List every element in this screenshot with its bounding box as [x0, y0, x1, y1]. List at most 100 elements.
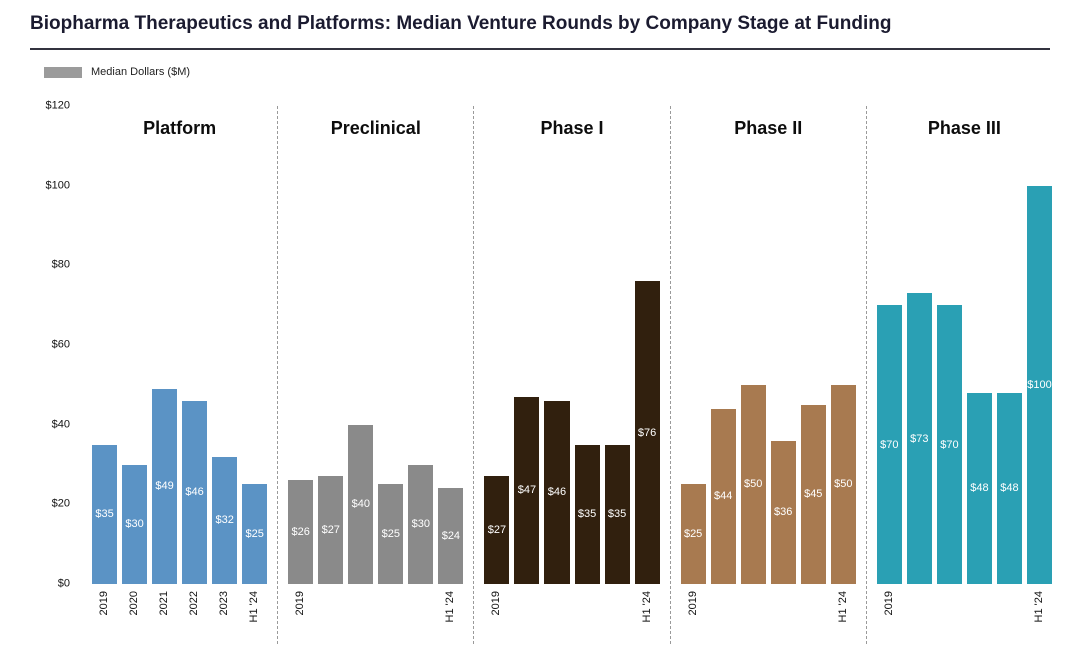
bar: $30: [408, 464, 434, 584]
x-tick: [348, 584, 373, 644]
y-tick-label: $80: [51, 258, 70, 271]
x-tick: 2019: [484, 584, 509, 644]
bar-value-label: $76: [637, 426, 657, 439]
bar-value-label: $35: [95, 508, 114, 521]
group-title: Platform: [143, 118, 217, 138]
bar-value-label: $35: [607, 508, 627, 521]
bar-value-label: $50: [744, 478, 763, 491]
group-title: Phase II: [734, 118, 803, 138]
bar: $24: [438, 488, 464, 584]
ticks-row: 2019 H1 '24: [671, 584, 866, 644]
bar-value-label: $30: [125, 518, 144, 531]
bar: $36: [770, 440, 796, 584]
y-tick-label: $100: [45, 179, 70, 192]
x-tick: [378, 584, 403, 644]
bars-row: $25 $44 $50 $36 $45 $50: [671, 106, 866, 584]
y-tick-label: $40: [51, 418, 70, 431]
chart-area: $0 $20 $40 $60 $80 $100 $120 Platform $35 $30 $49…: [30, 100, 1062, 644]
x-tick: [514, 584, 539, 644]
x-tick: [907, 584, 932, 644]
bar: $70: [876, 305, 902, 584]
bar: $70: [936, 305, 962, 584]
x-tick-label: H1 '24: [444, 591, 457, 623]
bar: $44: [710, 408, 736, 584]
x-tick: [318, 584, 343, 644]
x-tick: H1 '24: [438, 584, 463, 644]
x-tick: [771, 584, 796, 644]
x-tick: 2020: [122, 584, 147, 644]
legend: Median Dollars ($M): [44, 66, 190, 78]
bar: $49: [152, 388, 178, 584]
group-phase-i: Phase I $27 $47 $46 $35 $35 $76 2019 H1 '24: [473, 106, 669, 644]
bar-value-label: $25: [683, 528, 703, 541]
bar-value-label: $27: [321, 524, 340, 537]
bar-value-label: $48: [1000, 482, 1019, 495]
y-tick-label: $20: [51, 497, 70, 510]
bar-value-label: $46: [547, 486, 567, 499]
bar-value-label: $36: [774, 506, 793, 519]
x-tick-label: 2023: [218, 591, 231, 616]
bar: $48: [996, 392, 1022, 584]
x-tick: [967, 584, 992, 644]
bar-value-label: $25: [381, 528, 400, 541]
x-tick: 2019: [681, 584, 706, 644]
x-tick: [937, 584, 962, 644]
bar-value-label: $70: [940, 438, 959, 451]
bars-row: $70 $73 $70 $48 $48 $100: [867, 106, 1062, 584]
legend-swatch: [44, 66, 82, 78]
bar: $50: [740, 384, 766, 584]
bar-value-label: $70: [880, 438, 899, 451]
bar-value-label: $24: [441, 530, 461, 543]
x-tick: 2022: [182, 584, 207, 644]
x-tick: [711, 584, 736, 644]
x-tick-label: H1 '24: [1032, 591, 1045, 623]
bar-value-label: $25: [245, 528, 264, 541]
x-tick: [997, 584, 1022, 644]
bar: $73: [906, 293, 932, 584]
bar-value-label: $30: [411, 518, 431, 531]
bars-row: $35 $30 $49 $46 $32 $25: [82, 106, 277, 584]
bar: $25: [242, 484, 268, 584]
x-tick-label: 2019: [294, 591, 307, 616]
x-tick: H1 '24: [242, 584, 267, 644]
group-title: Phase III: [927, 118, 1001, 138]
chart-title: Biopharma Therapeutics and Platforms: Me…: [30, 13, 892, 34]
bar: $35: [604, 444, 630, 584]
plot-area: Platform $35 $30 $49 $46 $32 $25 2019 2020 2021 20…: [82, 106, 1062, 644]
bar-value-label: $40: [351, 498, 370, 511]
x-tick-label: H1 '24: [836, 591, 849, 623]
x-tick: H1 '24: [1027, 584, 1052, 644]
bar-value-label: $45: [804, 488, 823, 501]
bar: $40: [348, 424, 374, 584]
x-tick: [741, 584, 766, 644]
title-divider: [30, 48, 1050, 50]
bar: $27: [318, 476, 344, 584]
group-platform: Platform $35 $30 $49 $46 $32 $25 2019 2020 2021 20…: [82, 106, 277, 644]
bar-value-label: $48: [970, 482, 989, 495]
bar: $25: [680, 484, 706, 584]
bar: $76: [634, 281, 660, 584]
group-phase-ii: Phase II $25 $44 $50 $36 $45 $50 2019 H1 '24: [669, 106, 866, 644]
bar: $46: [544, 400, 570, 584]
x-tick-label: 2020: [128, 591, 141, 616]
bars-row: $26 $27 $40 $25 $30 $24: [278, 106, 473, 584]
bar: $48: [966, 392, 992, 584]
group-phase-iii: Phase III $70 $73 $70 $48 $48 $100 2019 H1 '24: [865, 106, 1062, 644]
bar-value-label: $46: [185, 486, 204, 499]
bar-value-label: $47: [517, 484, 537, 497]
x-tick: H1 '24: [635, 584, 660, 644]
x-tick: 2019: [92, 584, 117, 644]
group-title: Phase I: [540, 118, 604, 138]
bar: $25: [378, 484, 404, 584]
bar: $46: [182, 400, 208, 584]
bar: $45: [800, 404, 826, 584]
legend-label: Median Dollars ($M): [91, 66, 191, 78]
bar: $50: [830, 384, 856, 584]
bar-value-label: $100: [1027, 378, 1052, 391]
x-tick-label: 2019: [98, 591, 111, 616]
y-tick-label: $0: [57, 577, 70, 590]
group-title: Preclinical: [330, 118, 421, 138]
bar: $30: [122, 464, 148, 584]
ticks-row: 2019 H1 '24: [867, 584, 1062, 644]
bar: $100: [1026, 185, 1052, 584]
